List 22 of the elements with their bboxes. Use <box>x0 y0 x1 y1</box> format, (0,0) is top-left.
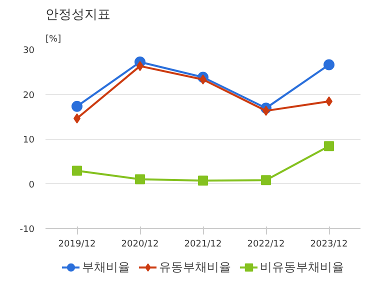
point <box>261 175 271 186</box>
point <box>135 174 145 184</box>
y-tick-label: 30 <box>23 46 35 56</box>
x-tick-label: 2019/12 <box>58 240 96 250</box>
legend-label: 부채비율 <box>82 258 130 276</box>
point <box>324 59 334 70</box>
y-tick-label: -10 <box>20 225 35 235</box>
y-axis-title: [%] <box>46 34 62 44</box>
point <box>324 141 334 152</box>
y-tick-label: 10 <box>23 136 35 146</box>
x-tick-label: 2021/12 <box>184 240 222 250</box>
legend-label: 유동부채비율 <box>159 258 231 276</box>
x-tick-label: 2023/12 <box>310 240 348 250</box>
chart-title: 안정성지표 <box>46 8 110 22</box>
y-tick-label: 0 <box>28 180 35 190</box>
point <box>72 100 82 112</box>
legend-label: 비유동부채비율 <box>260 258 344 276</box>
y-tick-label: 20 <box>23 90 35 101</box>
point <box>72 166 82 176</box>
point <box>198 176 208 186</box>
x-tick-label: 2020/12 <box>121 240 159 250</box>
x-tick-label: 2022/12 <box>247 240 285 250</box>
